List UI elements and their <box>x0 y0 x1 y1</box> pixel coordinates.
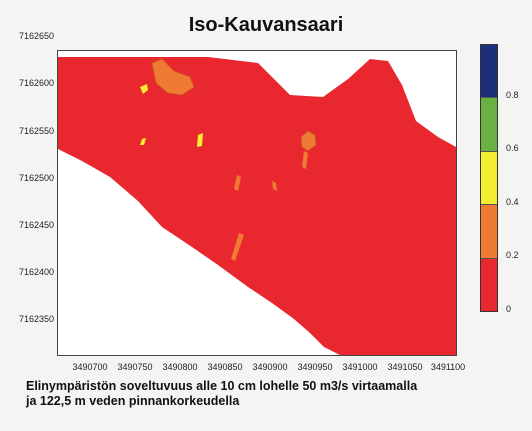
x-tick-label: 3490900 <box>252 362 288 372</box>
legend-swatch <box>481 205 497 259</box>
habitat-class-0.2-0.4-patch <box>151 58 195 96</box>
map-plot-area <box>57 50 457 356</box>
x-tick-label: 3490750 <box>117 362 153 372</box>
y-tick-label: 7162350 <box>18 314 54 324</box>
legend-tick-label: 0 <box>506 304 512 314</box>
habitat-map <box>58 57 456 355</box>
legend-tick-label: 0.2 <box>506 250 519 260</box>
habitat-class-0.2-0.4-patch <box>234 175 241 191</box>
y-tick-label: 7162550 <box>18 126 54 136</box>
habitat-class-0.4-0.6-patch <box>140 84 148 94</box>
legend-color-bar <box>480 44 498 312</box>
y-tick-label: 7162600 <box>18 78 54 88</box>
legend-tick-label: 0.4 <box>506 197 519 207</box>
x-tick-label: 3490700 <box>72 362 108 372</box>
map-caption: Elinympäristön soveltuvuus alle 10 cm lo… <box>26 379 526 408</box>
habitat-class-0.2-0.4-patch <box>231 233 244 261</box>
y-tick-label: 7162650 <box>18 31 54 41</box>
legend-swatch <box>481 258 497 312</box>
x-tick-label: 3491000 <box>342 362 378 372</box>
legend-swatch <box>481 151 497 206</box>
x-tick-label: 3490950 <box>297 362 333 372</box>
habitat-class-0.2-0.4-patch <box>300 130 317 152</box>
caption-line-2: ja 122,5 m veden pinnankorkeudella <box>26 393 240 408</box>
habitat-class-0.2-0.4-patch <box>272 181 277 191</box>
y-tick-label: 7162500 <box>18 173 54 183</box>
x-tick-label: 3490800 <box>162 362 198 372</box>
y-tick-label: 7162400 <box>18 267 54 277</box>
y-tick-label: 7162450 <box>18 220 54 230</box>
legend-tick-label: 0.8 <box>506 90 519 100</box>
habitat-class-0.4-0.6-patch <box>140 138 146 145</box>
habitat-class-0.2-0.4-patch <box>302 151 308 169</box>
habitat-class-0-0.2-area <box>58 57 456 355</box>
map-title: Iso-Kauvansaari <box>188 14 344 36</box>
legend-swatch <box>481 45 497 99</box>
caption-line-1: Elinympäristön soveltuvuus alle 10 cm lo… <box>26 379 418 393</box>
legend-tick-label: 0.6 <box>506 143 519 153</box>
x-tick-label: 3491100 <box>430 362 466 372</box>
x-tick-label: 3491050 <box>387 362 423 372</box>
x-tick-label: 3490850 <box>207 362 243 372</box>
habitat-class-0.4-0.6-patch <box>197 133 203 147</box>
legend-swatch <box>481 98 497 152</box>
